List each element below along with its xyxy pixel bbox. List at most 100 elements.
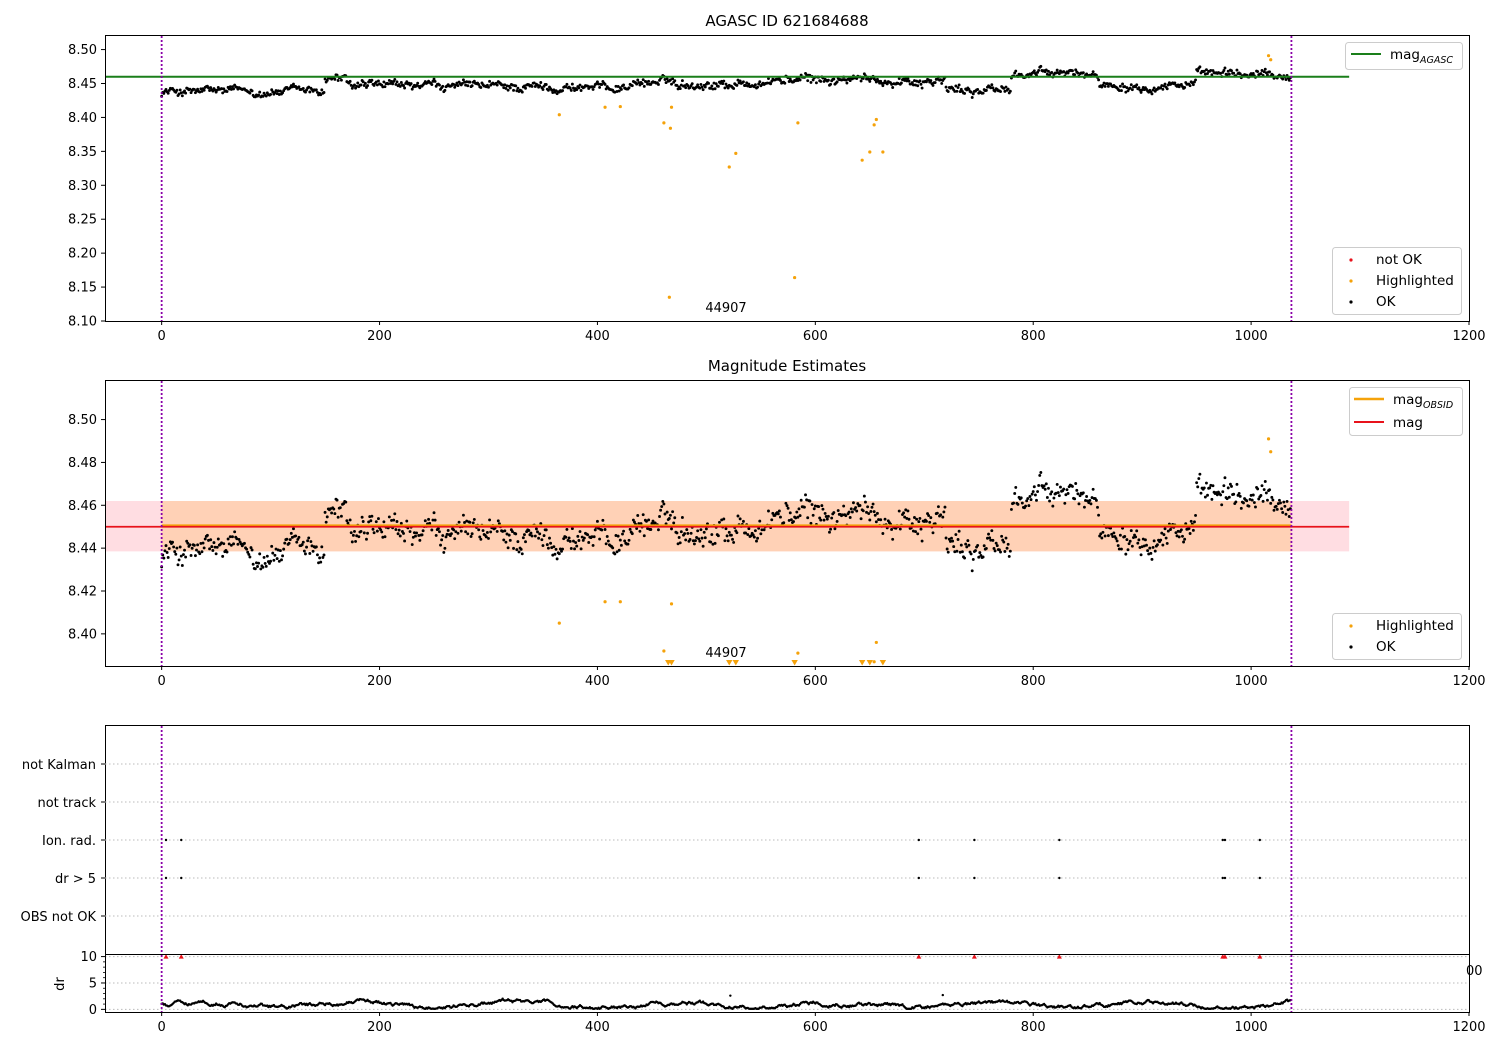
ok-point xyxy=(308,552,312,555)
ok-point xyxy=(477,528,481,532)
ok-point xyxy=(639,522,643,526)
ok-point xyxy=(826,78,830,82)
ok-point xyxy=(533,84,537,88)
panel1-title: AGASC ID 621684688 xyxy=(705,12,868,30)
ok-point xyxy=(301,540,305,544)
ok-point xyxy=(576,534,580,538)
panel1-xtick-label: 600 xyxy=(803,329,828,344)
ok-point xyxy=(646,82,649,86)
ok-point xyxy=(741,519,745,523)
ok-point xyxy=(1106,84,1110,88)
ok-point xyxy=(936,505,940,509)
ok-point xyxy=(262,555,266,559)
ok-point xyxy=(440,538,444,542)
ok-point xyxy=(557,552,561,556)
ok-point xyxy=(503,83,507,87)
ok-point xyxy=(709,86,713,90)
ok-point xyxy=(844,78,848,82)
ok-point xyxy=(403,539,407,543)
ok-point xyxy=(1196,485,1200,489)
ok-point xyxy=(881,84,885,88)
ok-point xyxy=(390,80,393,83)
ok-point xyxy=(999,90,1002,93)
legend2-marker-ok xyxy=(1349,645,1353,649)
ok-point xyxy=(370,514,374,518)
ok-point xyxy=(561,547,565,551)
ok-point xyxy=(567,536,571,540)
ok-point xyxy=(1152,86,1156,90)
ok-point xyxy=(595,80,599,84)
flag-point xyxy=(917,876,921,880)
ok-point xyxy=(1287,78,1291,82)
panel-dr: 0 5 10 0 200 400 600 800 1000 1200 dr 00 xyxy=(53,950,1486,1035)
ok-point xyxy=(163,549,167,553)
ok-point xyxy=(963,556,967,560)
panel4-ytick-label: 0 xyxy=(89,1003,97,1018)
ok-point xyxy=(397,528,401,532)
ok-point xyxy=(1259,494,1263,497)
ok-point xyxy=(796,515,800,519)
ok-point xyxy=(1177,535,1181,539)
ok-point xyxy=(622,83,626,87)
ok-point xyxy=(1204,481,1208,485)
legend-label-ok: OK xyxy=(1376,294,1397,310)
ok-point xyxy=(799,498,803,502)
ok-point xyxy=(836,509,840,512)
ok-point xyxy=(264,564,268,568)
ok-point xyxy=(1074,482,1078,485)
ok-point xyxy=(844,514,848,518)
ok-point xyxy=(1006,87,1010,91)
flag-point xyxy=(1221,838,1224,842)
ok-point xyxy=(942,510,946,514)
ok-point xyxy=(686,531,690,535)
ok-point xyxy=(189,91,193,95)
ok-point xyxy=(318,556,322,560)
ok-point xyxy=(1056,491,1060,494)
ok-point xyxy=(1123,85,1127,89)
ok-point xyxy=(382,520,386,524)
ok-point xyxy=(305,545,308,549)
ok-point xyxy=(712,81,716,85)
ok-point xyxy=(259,567,263,571)
ok-point xyxy=(1045,72,1049,76)
ok-point xyxy=(375,83,379,87)
ok-point xyxy=(970,569,974,573)
ok-point xyxy=(433,518,437,522)
ok-point xyxy=(679,83,683,87)
ok-point xyxy=(415,531,419,535)
ok-point xyxy=(300,543,304,547)
ok-point xyxy=(477,83,481,86)
ok-point xyxy=(195,548,198,552)
ok-point xyxy=(1226,486,1230,490)
ok-point xyxy=(658,515,661,518)
ok-point xyxy=(549,541,553,545)
ok-point xyxy=(675,84,679,87)
ok-point xyxy=(402,531,405,535)
ok-point xyxy=(729,533,733,537)
ok-point xyxy=(929,516,933,520)
ok-point xyxy=(1050,70,1054,74)
ok-point xyxy=(633,520,636,524)
ok-point xyxy=(355,84,359,88)
ok-point xyxy=(638,83,642,87)
ok-point xyxy=(1082,505,1086,509)
ok-point xyxy=(524,540,527,544)
ok-point xyxy=(357,535,361,539)
ok-point xyxy=(537,536,541,540)
ok-point xyxy=(431,79,435,83)
ok-point xyxy=(235,537,239,541)
ok-point xyxy=(311,549,315,553)
ok-point xyxy=(1111,535,1115,538)
ok-point xyxy=(222,87,226,91)
ok-point xyxy=(348,518,352,522)
ok-point xyxy=(795,510,799,514)
ok-point xyxy=(546,546,550,550)
ok-point xyxy=(530,534,534,538)
ok-point xyxy=(336,79,340,82)
ok-point xyxy=(516,540,520,544)
panel-magnitude-estimates: Magnitude Estimates 8.40 8.42 8.44 8.46 8.48… xyxy=(68,357,1486,689)
ok-point xyxy=(920,539,924,543)
ok-point xyxy=(1131,536,1135,539)
ok-point xyxy=(333,77,337,81)
ok-point xyxy=(605,535,609,538)
